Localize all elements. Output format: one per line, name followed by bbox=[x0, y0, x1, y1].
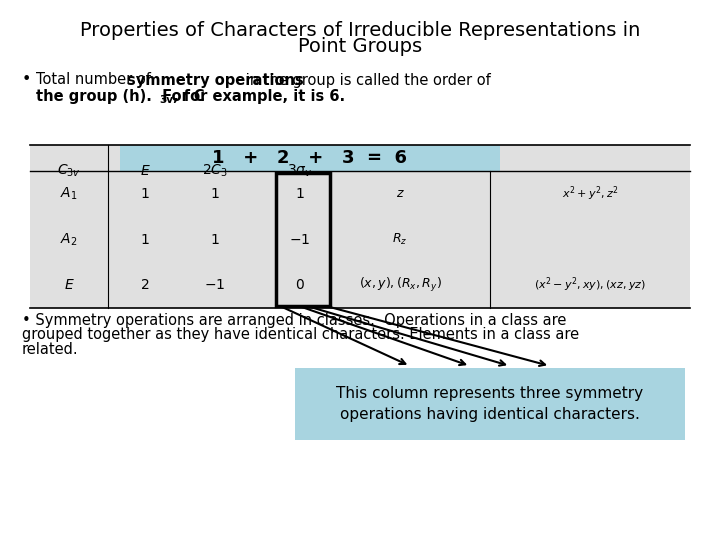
Text: in the group is called the order of: in the group is called the order of bbox=[241, 72, 491, 87]
Text: Point Groups: Point Groups bbox=[298, 37, 422, 57]
Text: symmetry operations: symmetry operations bbox=[127, 72, 304, 87]
Text: • Symmetry operations are arranged in classes.  Operations in a class are: • Symmetry operations are arranged in cl… bbox=[22, 313, 567, 327]
Text: $E$: $E$ bbox=[140, 164, 150, 178]
Text: $(x^2-y^2, xy), (xz, yz)$: $(x^2-y^2, xy), (xz, yz)$ bbox=[534, 276, 646, 294]
Text: $C_{3v}$: $C_{3v}$ bbox=[57, 163, 81, 179]
Text: the group (h).  For C: the group (h). For C bbox=[36, 89, 204, 104]
Text: 1   +   2   +   3  =  6: 1 + 2 + 3 = 6 bbox=[212, 149, 408, 167]
Text: 3v: 3v bbox=[159, 95, 173, 105]
Text: 1: 1 bbox=[210, 233, 220, 246]
Text: $R_z$: $R_z$ bbox=[392, 232, 408, 247]
Text: $A_2$: $A_2$ bbox=[60, 231, 78, 248]
Text: 1: 1 bbox=[210, 187, 220, 201]
Text: Properties of Characters of Irreducible Representations in: Properties of Characters of Irreducible … bbox=[80, 21, 640, 39]
Text: 1: 1 bbox=[140, 233, 150, 246]
Text: $(x, y), (R_x, R_y)$: $(x, y), (R_x, R_y)$ bbox=[359, 276, 441, 294]
Text: $-1$: $-1$ bbox=[204, 278, 225, 292]
Text: related.: related. bbox=[22, 342, 78, 357]
Text: Total number of: Total number of bbox=[36, 72, 156, 87]
Text: $x^2+y^2, z^2$: $x^2+y^2, z^2$ bbox=[562, 185, 618, 203]
Text: •: • bbox=[22, 72, 32, 87]
Bar bbox=[295, 368, 685, 440]
Text: , for example, it is 6.: , for example, it is 6. bbox=[173, 89, 345, 104]
Text: $z$: $z$ bbox=[395, 187, 405, 200]
Text: $A_1$: $A_1$ bbox=[60, 186, 78, 202]
Text: 0: 0 bbox=[296, 278, 305, 292]
Text: grouped together as they have identical characters. Elements in a class are: grouped together as they have identical … bbox=[22, 327, 579, 342]
Text: operations having identical characters.: operations having identical characters. bbox=[340, 407, 640, 422]
Text: 2: 2 bbox=[140, 278, 149, 292]
Bar bbox=[276, 173, 330, 306]
Text: 1: 1 bbox=[296, 187, 305, 201]
Text: $E$: $E$ bbox=[63, 278, 74, 292]
Bar bbox=[30, 145, 690, 308]
Text: 1: 1 bbox=[140, 187, 150, 201]
Bar bbox=[120, 145, 500, 171]
Text: This column represents three symmetry: This column represents three symmetry bbox=[336, 386, 644, 401]
Text: $3\sigma_v$: $3\sigma_v$ bbox=[287, 163, 312, 179]
Text: $-1$: $-1$ bbox=[289, 233, 310, 246]
Text: $2C_3$: $2C_3$ bbox=[202, 163, 228, 179]
